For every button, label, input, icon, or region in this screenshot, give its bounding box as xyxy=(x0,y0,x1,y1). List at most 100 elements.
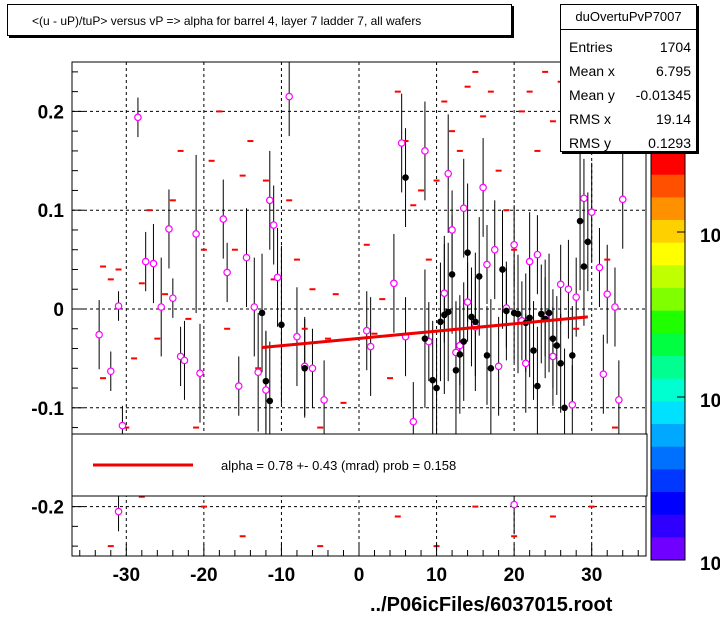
filled-marker-point xyxy=(487,364,495,372)
open-marker-point xyxy=(580,194,588,203)
palette-band xyxy=(651,514,685,538)
filled-marker-point xyxy=(576,217,584,225)
open-marker-point xyxy=(572,293,580,301)
open-marker-point xyxy=(595,263,604,272)
open-marker-point xyxy=(390,279,398,288)
palette-band xyxy=(651,265,685,289)
filled-marker-point xyxy=(437,318,444,326)
open-marker-point xyxy=(618,195,627,204)
open-marker-point xyxy=(549,352,557,361)
axes: -30 -20 -10 0 10 20 30 -0.2 -0.1 0 0.1 0.2 xyxy=(31,71,639,586)
x-tick-label: 0 xyxy=(354,565,365,586)
open-marker-point xyxy=(479,183,487,192)
open-marker-point xyxy=(157,303,166,311)
palette-band xyxy=(651,197,685,221)
palette-band xyxy=(651,288,685,312)
open-marker-point xyxy=(463,298,472,306)
open-marker-point xyxy=(180,356,189,365)
stat-mean-x: Mean x 6.795 xyxy=(569,63,691,79)
open-marker-point xyxy=(114,302,123,310)
palette-band xyxy=(651,378,685,402)
open-marker-point xyxy=(95,330,103,339)
open-marker-point xyxy=(533,250,542,259)
filled-marker-point xyxy=(561,404,568,412)
open-marker-point xyxy=(564,285,573,294)
palette-band xyxy=(651,356,685,380)
filled-marker-point xyxy=(545,309,553,317)
filled-marker-point xyxy=(514,310,522,318)
open-marker-point xyxy=(525,257,534,266)
stats-name: duOvertuPvP7007 xyxy=(561,5,696,30)
y-tick-label: -0.1 xyxy=(31,399,64,420)
open-marker-point xyxy=(141,257,150,266)
color-palette: 10 10 10 xyxy=(650,151,720,575)
x-tick-label: -30 xyxy=(113,565,140,586)
stat-rms-x: RMS x 19.14 xyxy=(569,111,691,127)
palette-band xyxy=(651,333,685,357)
open-marker-point xyxy=(448,226,456,234)
open-marker-point xyxy=(219,215,228,223)
palette-band xyxy=(651,174,685,198)
open-marker-point xyxy=(490,245,499,254)
palette-label: 10 xyxy=(700,554,720,575)
palette-band xyxy=(651,152,685,176)
open-marker-point xyxy=(273,273,282,282)
legend-box: alpha = 0.78 +- 0.43 (mrad) prob = 0.158 xyxy=(71,433,648,497)
open-marker-point xyxy=(611,303,619,311)
filled-marker-point xyxy=(433,384,440,392)
palette-frame xyxy=(650,151,686,561)
open-marker-point xyxy=(444,169,453,178)
x-tick-label: 30 xyxy=(581,565,602,586)
open-marker-point xyxy=(440,289,449,297)
filled-marker-point xyxy=(472,318,479,326)
filled-marker-point xyxy=(421,335,429,342)
open-marker-point xyxy=(262,386,270,394)
open-marker-point xyxy=(409,417,418,426)
x-tick-label: 20 xyxy=(504,565,525,586)
y-tick-label: 0.2 xyxy=(38,102,64,123)
open-marker-point xyxy=(234,382,243,390)
open-marker-point xyxy=(362,326,371,335)
filled-marker-point xyxy=(569,352,576,359)
open-marker-point xyxy=(308,364,317,373)
stat-entries: Entries 1704 xyxy=(569,39,691,55)
y-tick-label: 0 xyxy=(53,300,64,321)
filled-marker-point xyxy=(557,360,564,367)
filled-marker-point xyxy=(402,174,409,181)
filled-marker-point xyxy=(499,266,506,273)
filled-marker-point xyxy=(530,347,537,354)
open-marker-point xyxy=(242,253,251,262)
footer-filename: ../P06icFiles/6037015.root xyxy=(370,594,613,616)
filled-marker-point xyxy=(444,308,452,316)
legend-fit-text: alpha = 0.78 +- 0.43 (mrad) prob = 0.158 xyxy=(221,458,456,473)
open-marker-point xyxy=(421,147,429,155)
open-marker-point xyxy=(269,221,278,229)
filled-marker-point xyxy=(503,307,510,315)
open-marker-point xyxy=(118,421,127,430)
open-marker-point xyxy=(149,259,158,268)
plot-title: <(u - uP)/tuP> versus vP => alpha for ba… xyxy=(32,14,422,28)
open-marker-point xyxy=(254,368,262,377)
palette-label: 10 xyxy=(700,226,720,247)
filled-marker-point xyxy=(301,364,309,372)
open-marker-point xyxy=(397,139,406,147)
open-marker-point xyxy=(483,260,491,269)
filled-marker-point xyxy=(258,309,266,317)
filled-marker-point xyxy=(452,366,460,374)
open-marker-point xyxy=(615,396,623,404)
open-marker-point xyxy=(510,500,518,509)
palette-band xyxy=(651,424,685,448)
open-marker-point xyxy=(568,401,577,409)
filled-marker-point xyxy=(460,338,468,345)
fit-line xyxy=(261,315,588,350)
stat-mean-y: Mean y -0.01345 xyxy=(569,87,691,103)
filled-marker-point xyxy=(553,342,561,349)
filled-marker-point xyxy=(278,321,285,329)
y-tick-label: -0.2 xyxy=(31,498,64,519)
open-marker-point xyxy=(223,268,231,277)
x-tick-label: -20 xyxy=(190,565,217,586)
palette-band xyxy=(651,469,685,493)
palette-band xyxy=(651,446,685,470)
open-marker-point xyxy=(114,507,123,516)
open-marker-point xyxy=(556,280,565,289)
